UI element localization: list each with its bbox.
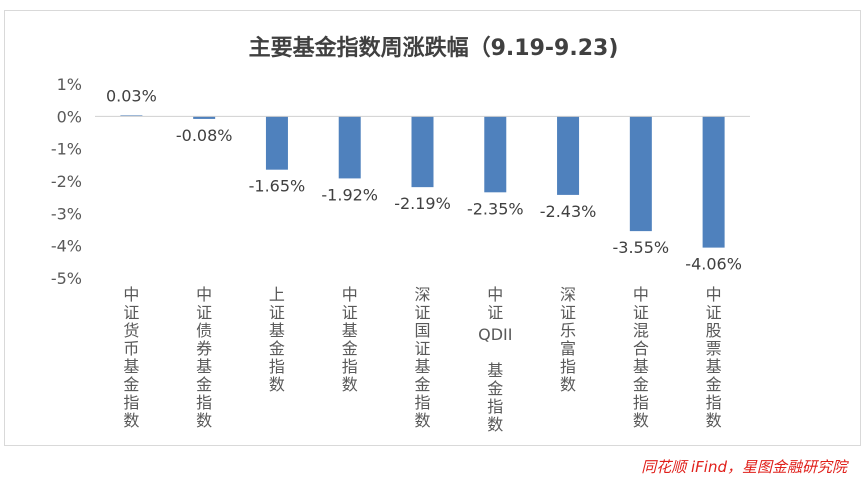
y-tick-label: -1% — [51, 140, 82, 159]
bar — [265, 116, 288, 170]
bar — [484, 116, 507, 193]
y-tick-label: -5% — [51, 269, 82, 288]
chart-frame — [4, 10, 861, 446]
category-label: 深证乐富指数 — [560, 285, 576, 394]
category-label: 深证国证基金指数 — [414, 285, 430, 430]
value-label: -2.35% — [467, 199, 524, 218]
value-label: -2.43% — [540, 202, 597, 221]
y-tick-label: -3% — [51, 204, 82, 223]
value-label: -2.19% — [394, 194, 451, 213]
y-tick-label: 0% — [57, 107, 82, 126]
bar — [411, 116, 434, 188]
y-tick-label: 1% — [57, 75, 82, 94]
category-label: 中证 QDII 基金指数 — [478, 285, 512, 434]
value-label: -1.65% — [249, 177, 306, 196]
category-label: 中证货币基金指数 — [123, 285, 139, 430]
chart-title: 主要基金指数周涨跌幅（9.19-9.23) — [248, 36, 619, 61]
value-label: -0.08% — [176, 126, 233, 145]
y-tick-label: -2% — [51, 172, 82, 191]
category-label: 中证股票基金指数 — [706, 285, 722, 430]
category-label: 上证基金指数 — [269, 285, 285, 394]
bar — [193, 116, 216, 119]
source-note: 同花顺 iFind，星图金融研究院 — [641, 458, 847, 476]
y-tick-label: -4% — [51, 237, 82, 256]
category-label: 中证混合基金指数 — [633, 285, 649, 430]
bar — [338, 116, 361, 179]
category-label: 中证基金指数 — [342, 285, 358, 394]
value-label: -4.06% — [685, 255, 742, 274]
bar — [557, 116, 580, 195]
value-label: -1.92% — [321, 185, 378, 204]
bar — [702, 116, 725, 248]
value-label: 0.03% — [106, 86, 157, 105]
category-label: 中证债券基金指数 — [196, 285, 212, 430]
value-label: -3.55% — [613, 238, 670, 257]
bar — [629, 116, 652, 232]
